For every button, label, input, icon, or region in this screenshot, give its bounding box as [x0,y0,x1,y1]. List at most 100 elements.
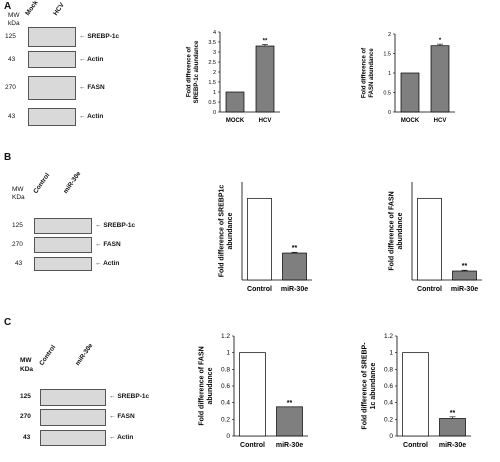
y-tick-label: 0.6 [221,383,230,390]
lane-label: Mock [24,0,40,18]
bar [402,352,429,437]
y-tick-label: 0.5 [208,100,216,106]
y-axis-label: abundance [207,367,214,404]
bar [239,352,266,437]
band-label: ← Actin [79,113,104,120]
band-label-text: Actin [87,113,104,120]
y-tick-label: 1 [388,71,391,77]
bar [276,406,303,437]
y-axis-label: abundance [397,212,404,249]
lane-label: Control [38,344,58,367]
panel-b-kda-label: KDa [12,194,25,201]
x-tick-label: HCV [434,118,447,124]
bar [439,418,466,437]
bar [430,45,450,113]
western-blot-row [28,76,76,100]
bar-chart-fasn-mir30e-b: Fold difference of FASN abundance Control *… [389,182,482,293]
y-axis-label: SREBP-1c abundance [194,40,200,103]
y-tick-label: 0.4 [221,400,230,407]
western-blot-row [40,409,106,426]
y-tick-label: 1 [226,350,230,357]
mw-marker: 125 [12,222,23,229]
mw-marker: 43 [23,434,31,441]
significance-marker: ** [263,38,268,44]
lane-label: Control [32,172,52,195]
mw-marker: 270 [20,413,31,420]
y-tick-label: 1.5 [383,52,391,58]
x-tick-label: miR-30e [439,442,466,449]
band-label: ← SREBP-1c [79,33,120,40]
x-tick-label: miR-30e [281,286,308,293]
band-label-text: Actin [117,434,134,441]
x-tick-label: miR-30e [276,442,303,449]
western-blot-row [34,237,92,253]
x-tick-label: Control [247,286,272,293]
bar-chart-srebp-mir30e-c: 0 0.2 0.4 0.6 0.8 1 1.2 Fold difference of SREB… [362,333,471,449]
bar-chart-fasn-hcv: 0 0.5 1 1.5 2 Fold difference of FASN abundanc… [362,32,455,124]
y-tick-label: 4 [213,30,216,36]
x-tick-label: Control [417,286,442,293]
western-blot-row [34,218,92,234]
y-axis-label: 1c abundance [370,363,377,410]
y-tick-label: 0 [388,110,391,116]
western-blot-row [34,257,92,271]
band-label-text: FASN [87,84,105,91]
y-axis-label: FASN abundance [369,48,375,98]
y-axis-label: Fold difference of [187,46,193,97]
mw-marker: 43 [8,56,16,63]
mw-marker: 43 [8,113,16,120]
western-blot-row [40,430,106,446]
band-label-text: SREBP-1c [103,222,136,229]
y-axis-label: Fold difference of SREBP- [362,342,369,430]
western-blot-row [28,51,76,68]
band-label: ← SREBP-1c [95,222,136,229]
lane-label: HCV [52,1,66,17]
y-tick-label: 0.2 [384,416,393,423]
y-tick-label: 0.6 [384,383,393,390]
y-axis-label: Fold difference of FASN [389,191,396,270]
band-label: ← FASN [95,241,121,248]
y-axis-label: Fold difference of [362,47,368,98]
x-tick-label: HCV [259,118,272,124]
panel-c-mw-label: MW [20,357,32,364]
band-label-text: FASN [117,413,135,420]
band-label-text: SREBP-1c [87,33,120,40]
panel-a-mw-label: MW [8,12,20,19]
panel-b-mw-label: MW [12,186,24,193]
y-tick-label: 0.8 [384,366,393,373]
x-tick-label: Control [240,442,265,449]
panel-b-letter: B [4,152,12,163]
significance-marker: * [439,38,442,44]
y-tick-label: 0 [226,433,230,440]
band-label-text: SREBP-1c [117,393,150,400]
y-axis-label: Fold difference of FASN [199,346,206,425]
x-tick-label: MOCK [401,118,420,124]
y-tick-label: 0 [389,433,393,440]
y-tick-label: 0.8 [221,366,230,373]
band-label: ← Actin [79,56,104,63]
y-tick-label: 1.5 [208,80,216,86]
panel-c-letter: C [4,317,12,328]
band-label: ← SREBP-1c [109,393,150,400]
band-label: ← Actin [109,434,134,441]
x-tick-label: Control [403,442,428,449]
western-blot-row [28,108,76,126]
y-axis-label: Fold difference of SREBP1c [219,185,226,278]
y-tick-label: 2 [388,32,391,38]
significance-marker: ** [287,400,293,407]
western-blot-row [28,27,76,47]
bar-chart-srebp-hcv: 0 0.5 1 1.5 2 2.5 3 3.5 4 Fold difference of SREBP… [187,30,280,124]
significance-marker: ** [462,263,468,270]
y-tick-label: 1.2 [384,333,393,340]
mw-marker: 125 [20,393,31,400]
y-tick-label: 3.5 [208,40,216,46]
y-axis-label: abundance [227,212,234,249]
x-tick-label: MOCK [226,118,245,124]
mw-marker: 270 [12,241,23,248]
bar [452,270,477,281]
y-tick-label: 1 [389,350,393,357]
lane-label: miR-30e [62,170,83,195]
bar [282,252,307,281]
band-label-text: Actin [87,56,104,63]
lane-label: miR-30e [74,342,95,367]
